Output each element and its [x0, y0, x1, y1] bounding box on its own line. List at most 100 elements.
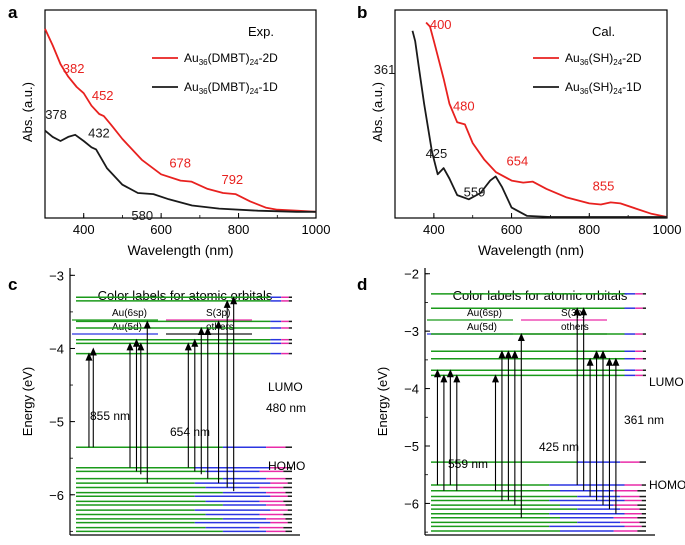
panel-d-transition-2-arrowhead-6 [612, 357, 620, 366]
panel-c-transition-2-arrowhead-6 [230, 296, 238, 305]
panel-d-transition-2-arrowhead-0 [573, 307, 581, 316]
panel-c-transition-label-1: 654 nm [170, 425, 210, 439]
panel-c-transition-0-arrowhead-0 [85, 352, 93, 361]
panel-d-transition-1-arrowhead-1 [498, 350, 506, 359]
panel-d-transition-label-2: 361 nm [624, 413, 664, 427]
panel-b-title: Cal. [592, 24, 615, 39]
panel-a-peak-label-580: 580 [131, 208, 153, 223]
panel-c-transition-2-arrowhead-2 [197, 326, 205, 335]
panel-c-ytick-label-3: −3 [49, 268, 64, 283]
panel-d-transition-label-0: 559 nm [448, 457, 488, 471]
panel-d-transition-2-arrowhead-2 [586, 357, 594, 366]
panel-c-ytick-label-2: −4 [49, 341, 64, 356]
panel-b-peak-label-559: 559 [464, 184, 486, 199]
panel-d-transition-2-arrowhead-1 [580, 307, 588, 316]
panel-d-ylabel: Energy (eV) [375, 367, 390, 436]
panel-a-legend-label-0-sub1: 36 [199, 58, 208, 67]
panel-d-ytick-label-0: −6 [404, 496, 419, 511]
panel-a-xtick-label-0: 400 [73, 222, 95, 237]
panel-d-transition-label-1: 425 nm [539, 440, 579, 454]
panel-b-ylabel: Abs. (a.u.) [370, 82, 385, 142]
panel-d-level-label-homo: HOMO [649, 478, 685, 492]
panel-b-peak-label-361: 361 [374, 62, 396, 77]
panel-b-peak-label-480: 480 [453, 98, 475, 113]
panel-b-letter: b [357, 3, 367, 22]
panel-d-transition-1-arrowhead-0 [492, 374, 499, 383]
panel-d-ytick-label-2: −4 [404, 382, 419, 397]
panel-a-legend-label-0-base: Au [184, 51, 199, 65]
panel-c-transition-2-arrowhead-5 [223, 299, 231, 308]
panel-a-series-1-line [44, 129, 316, 213]
panel-b-legend-label-1-tail: -1D [622, 80, 642, 94]
panel-a-legend-label-0-tail: -2D [259, 51, 279, 65]
panel-d-group: d Color labels for atomic orbitals −6 −5 −4 −… [357, 267, 685, 536]
panel-c-level-label-homo: HOMO [268, 459, 305, 473]
panel-c-legend-label-1: S(3p) [206, 308, 230, 319]
panel-c-transition-2-arrowhead-4 [215, 320, 223, 329]
panel-b-legend-label-1-sub2: 24 [613, 87, 622, 96]
panel-a-title: Exp. [248, 24, 274, 39]
panel-b-frame [394, 9, 668, 219]
panel-d-transition-2-arrowhead-3 [593, 350, 601, 359]
panel-c-title: Color labels for atomic orbitals [98, 288, 273, 303]
panel-b-legend-label-1-base: Au [565, 80, 580, 94]
panel-d-ytick-label-1: −5 [404, 439, 419, 454]
panel-a-legend-label-1-base: Au [184, 80, 199, 94]
panel-d-legend-label-2: Au(5d) [467, 322, 497, 333]
panel-a-legend-label-1-tail: -1D [259, 80, 279, 94]
panel-d-ytick-label-3: −3 [404, 324, 419, 339]
panel-c-transition-0-arrowhead-1 [89, 347, 97, 356]
panel-c-transition-label-0: 855 nm [90, 409, 130, 423]
panel-a-legend-label-1-mid: (DMBT) [208, 80, 250, 94]
panel-d-legend-label-1: S(3p) [561, 308, 585, 319]
panel-b-legend-label-1-mid: (SH) [589, 80, 614, 94]
panel-c-transition-label-2: 480 nm [266, 401, 306, 415]
panel-d-transition-0-arrowhead-1 [440, 374, 448, 383]
panel-d-transition-1-arrowhead-2 [504, 350, 512, 359]
panel-c-transition-1-arrowhead-3 [143, 320, 151, 329]
panel-b-peak-label-425: 425 [426, 146, 448, 161]
panel-d-ytick-label-4: −2 [404, 267, 419, 282]
panel-a-peak-label-452: 452 [92, 88, 114, 103]
panel-a-ylabel: Abs. (a.u.) [20, 82, 35, 142]
panel-c-legend-label-0: Au(6sp) [112, 308, 147, 319]
panel-b-peak-label-400: 400 [430, 17, 452, 32]
panel-d-legend-label-0: Au(6sp) [467, 308, 502, 319]
panel-a-legend-label-0: Au36(DMBT)24-2D [184, 51, 278, 67]
panel-a-xtick-label-2: 800 [228, 222, 250, 237]
panel-d-transition-2-arrowhead-5 [605, 357, 613, 366]
panel-a-peak-label-432: 432 [88, 125, 110, 140]
panel-c-transition-2-arrowhead-0 [184, 342, 192, 351]
panel-a-legend-label-0-sub2: 24 [250, 58, 259, 67]
panel-b-xlabel: Wavelength (nm) [478, 242, 584, 258]
panel-d-letter: d [357, 275, 367, 294]
panel-d-level-label-lumo: LUMO [649, 375, 684, 389]
panel-a-legend-label-1-sub2: 24 [250, 87, 259, 96]
panel-a-legend-label-0-mid: (DMBT) [208, 51, 250, 65]
panel-b-xtick-label-2: 800 [578, 222, 600, 237]
panel-c-transition-1-arrowhead-1 [132, 338, 140, 347]
panel-b-legend-label-0-sub1: 36 [580, 58, 589, 67]
panel-a-legend-label-1: Au36(DMBT)24-1D [184, 80, 278, 96]
panel-c-transition-1-arrowhead-2 [137, 342, 145, 351]
panel-c-ytick-label-1: −5 [49, 415, 64, 430]
panel-b-xtick-label-1: 600 [501, 222, 523, 237]
panel-c-group: c Color labels for atomic orbitals −6 −5 −4 −… [8, 268, 306, 536]
panel-c-ylabel: Energy (eV) [20, 367, 35, 436]
panel-a-peak-label-678: 678 [169, 156, 191, 171]
panel-a-xlabel: Wavelength (nm) [127, 242, 233, 258]
panel-a-group: a 400 600 800 1000 Wavelength (nm) Abs. (a.u.)… [8, 3, 330, 258]
panel-d-transition-0-arrowhead-0 [433, 369, 441, 378]
panel-b-xtick-label-0: 400 [423, 222, 445, 237]
panel-b-legend-label-0-base: Au [565, 51, 580, 65]
panel-a-letter: a [8, 3, 18, 22]
panel-a-series-0-line [44, 28, 317, 213]
panel-b-series-1-line [411, 30, 667, 218]
panel-d-transition-0-arrowhead-2 [446, 369, 454, 378]
panel-b-legend-label-0: Au36(SH)24-2D [565, 51, 642, 67]
panel-c-level-label-lumo: LUMO [268, 380, 303, 394]
panel-b-peak-label-654: 654 [507, 154, 529, 169]
panel-b-series-0-line [425, 21, 668, 218]
panel-d-transition-1-arrowhead-3 [511, 350, 519, 359]
